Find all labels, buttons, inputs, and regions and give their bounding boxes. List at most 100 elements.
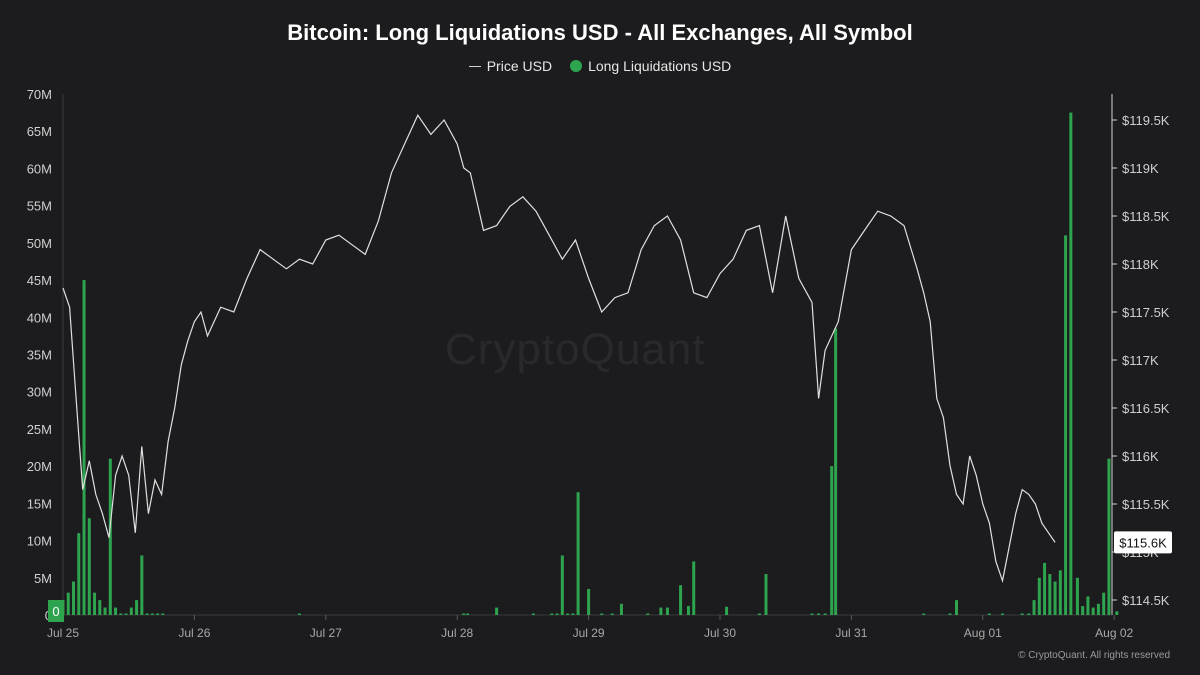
liquidation-bar[interactable] [135,600,139,615]
liquidation-bar[interactable] [466,613,470,615]
y-right-tick-label: $119.5K [1122,113,1170,128]
liquidation-bar[interactable] [161,613,165,615]
liquidation-bar[interactable] [495,607,499,615]
liquidation-bar[interactable] [619,603,623,615]
liquidation-bar[interactable] [725,606,729,615]
liquidation-bar[interactable] [817,613,821,615]
liquidation-bar[interactable] [82,280,86,615]
x-tick-label: Jul 26 [178,626,210,640]
liquidation-bar[interactable] [1020,613,1024,615]
liquidation-bar[interactable] [757,613,761,615]
liquidation-bar[interactable] [679,585,683,615]
y-left-tick-label: 35M [27,348,52,363]
liquidation-bar[interactable] [600,613,604,615]
liquidation-bar[interactable] [550,613,554,615]
liquidation-bar[interactable] [955,600,959,615]
liquidation-bar[interactable] [1075,577,1079,615]
x-tick-label: Aug 01 [964,626,1002,640]
liquidation-bar[interactable] [1086,596,1090,615]
liquidation-bar[interactable] [1115,611,1119,615]
liquidation-bar[interactable] [72,581,76,615]
last-price-label: $115.6K [1119,535,1167,550]
liquidation-bar[interactable] [66,592,70,615]
liquidation-bar[interactable] [686,606,690,615]
liquidation-bar[interactable] [119,613,123,615]
liquidation-bar[interactable] [555,613,559,615]
liquidation-bar[interactable] [129,607,133,615]
y-right-tick-label: $116K [1122,449,1159,464]
y-left-tick-label: 60M [27,161,52,176]
liquidation-bar[interactable] [140,555,144,615]
y-left-tick-label: 30M [27,385,52,400]
y-left-tick-label: 20M [27,459,52,474]
liquidation-bar[interactable] [576,492,580,615]
liquidation-bar[interactable] [659,607,663,615]
liquidation-bar[interactable] [948,613,952,615]
price-line[interactable] [62,113,1056,584]
liquidation-bar[interactable] [922,613,926,615]
liquidation-bar[interactable] [1107,458,1111,615]
y-right-tick-label: $118K [1122,257,1159,272]
liquidation-bar[interactable] [810,613,814,615]
y-left-tick-label: 10M [27,534,52,549]
liquidation-bar[interactable] [692,561,696,615]
liquidation-bar[interactable] [646,613,650,615]
liquidation-bar[interactable] [1102,592,1106,615]
liquidation-bar[interactable] [823,613,827,615]
liquidation-bar[interactable] [1032,600,1036,615]
liquidation-bar[interactable] [98,600,102,615]
liquidation-bar[interactable] [1043,562,1047,615]
chart-title: Bitcoin: Long Liquidations USD - All Exc… [287,20,913,45]
liquidation-bar[interactable] [1027,613,1031,615]
zero-value-badge [48,600,64,622]
y-right-tick-label: $117.5K [1122,305,1170,320]
liquidation-bar[interactable] [834,328,838,615]
y-left-tick-label: 65M [27,124,52,139]
chart-legend: Price USD Long Liquidations USD [0,58,1200,74]
liquidation-bar[interactable] [145,613,149,615]
liquidation-bar[interactable] [1069,112,1073,615]
liquidation-bar[interactable] [830,466,834,615]
liquidations-dot-icon [570,60,583,72]
liquidation-bar[interactable] [1058,570,1062,615]
liquidation-bar[interactable] [571,613,575,615]
liquidation-bar[interactable] [77,533,81,615]
y-left-tick-label: 55M [27,199,52,214]
liquidation-bar[interactable] [1091,607,1095,615]
x-tick-label: Aug 02 [1095,626,1133,640]
liquidation-bar[interactable] [298,613,302,615]
x-tick-label: Jul 30 [704,626,736,640]
liquidation-bar[interactable] [1081,606,1085,615]
liquidation-bar[interactable] [87,518,91,615]
liquidation-bar[interactable] [987,613,991,615]
price-line-icon [468,65,481,67]
liquidation-bar[interactable] [108,458,112,615]
liquidation-bar[interactable] [156,613,160,615]
liquidation-bar[interactable] [93,592,97,615]
liquidation-bar[interactable] [560,555,564,615]
y-left-tick-label: 70M [27,87,52,102]
liquidation-bar[interactable] [764,574,768,615]
y-left-tick-label: 50M [27,236,52,251]
liquidation-bar[interactable] [150,613,154,615]
liquidation-bar[interactable] [587,588,591,615]
liquidation-bar[interactable] [1064,235,1068,615]
liquidation-bar[interactable] [103,607,107,615]
y-right-tick-label: $116.5K [1122,401,1170,416]
legend-item-price[interactable]: Price USD [468,58,552,74]
y-right-tick-label: $119K [1122,161,1159,176]
liquidation-bar[interactable] [1001,613,1005,615]
liquidation-bar[interactable] [531,613,535,615]
liquidation-bar[interactable] [566,613,570,615]
liquidation-bar[interactable] [610,613,614,615]
legend-item-liquidations[interactable]: Long Liquidations USD [570,58,731,74]
liquidation-bar[interactable] [1096,603,1100,615]
y-right-tick-label: $117K [1122,353,1159,368]
liquidation-bar[interactable] [1053,581,1057,615]
liquidation-bar[interactable] [124,613,128,615]
liquidation-bar[interactable] [114,607,118,615]
liquidation-bar[interactable] [665,607,669,615]
liquidation-bar[interactable] [462,613,466,615]
liquidation-bar[interactable] [1048,574,1052,615]
liquidation-bar[interactable] [1037,577,1041,615]
